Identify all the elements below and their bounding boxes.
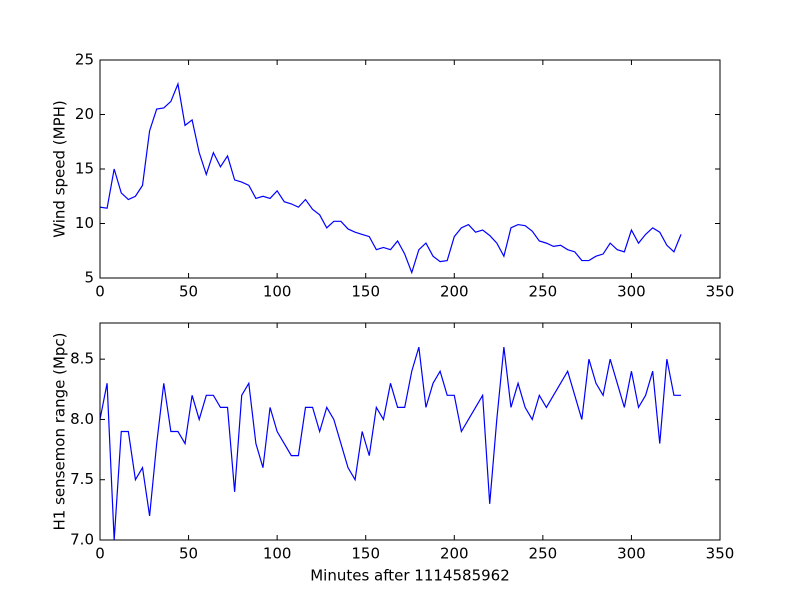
y-tick-label: 20 — [75, 105, 94, 123]
x-tick-label: 250 — [529, 283, 558, 301]
y-axis-label: H1 sensemon range (Mpc) — [51, 332, 69, 530]
x-axis-label: Minutes after 1114585962 — [310, 567, 510, 585]
x-tick-label: 50 — [179, 545, 198, 563]
x-tick-label: 150 — [351, 545, 380, 563]
y-tick-label: 15 — [75, 160, 94, 178]
y-tick-label: 7.0 — [70, 531, 94, 549]
x-tick-label: 250 — [529, 545, 558, 563]
x-tick-label: 100 — [263, 545, 292, 563]
x-tick-label: 50 — [179, 283, 198, 301]
data-line — [99, 346, 682, 541]
x-tick-label: 300 — [617, 283, 646, 301]
x-tick-label: 100 — [263, 283, 292, 301]
x-tick-label: 0 — [95, 545, 105, 563]
x-tick-label: 150 — [351, 283, 380, 301]
data-line — [99, 81, 682, 275]
x-tick-label: 200 — [440, 545, 469, 563]
y-tick-label: 7.5 — [70, 470, 94, 488]
y-tick-label: 8.0 — [70, 410, 94, 428]
x-tick-label: 200 — [440, 283, 469, 301]
x-tick-label: 350 — [706, 283, 735, 301]
axes-frame — [99, 322, 721, 541]
x-tick-label: 0 — [95, 283, 105, 301]
x-tick-label: 350 — [706, 545, 735, 563]
y-tick-label: 10 — [75, 214, 94, 232]
y-tick-label: 8.5 — [70, 350, 94, 368]
x-tick-label: 300 — [617, 545, 646, 563]
y-axis-label: Wind speed (MPH) — [51, 100, 69, 238]
y-tick-label: 25 — [75, 51, 94, 69]
y-tick-label: 5 — [84, 269, 94, 287]
